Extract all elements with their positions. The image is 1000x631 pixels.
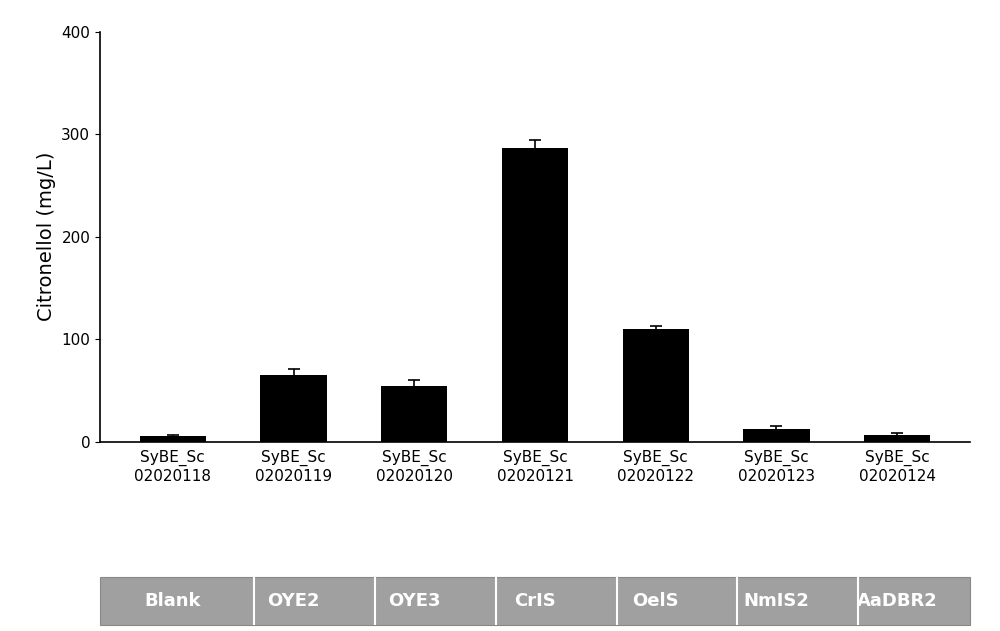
Text: Blank: Blank <box>145 592 201 610</box>
Bar <box>743 429 810 442</box>
Text: AaDBR2: AaDBR2 <box>857 592 938 610</box>
FancyBboxPatch shape <box>100 577 970 625</box>
Text: CrIS: CrIS <box>514 592 556 610</box>
Y-axis label: Citronellol (mg/L): Citronellol (mg/L) <box>37 152 56 321</box>
Text: NmIS2: NmIS2 <box>744 592 809 610</box>
Bar <box>381 386 447 442</box>
Bar <box>864 435 930 442</box>
Bar <box>623 329 689 442</box>
Bar <box>502 148 568 442</box>
Text: OYE3: OYE3 <box>388 592 441 610</box>
Text: OelS: OelS <box>632 592 679 610</box>
Bar <box>140 436 206 442</box>
Bar <box>260 375 327 442</box>
Text: OYE2: OYE2 <box>267 592 320 610</box>
